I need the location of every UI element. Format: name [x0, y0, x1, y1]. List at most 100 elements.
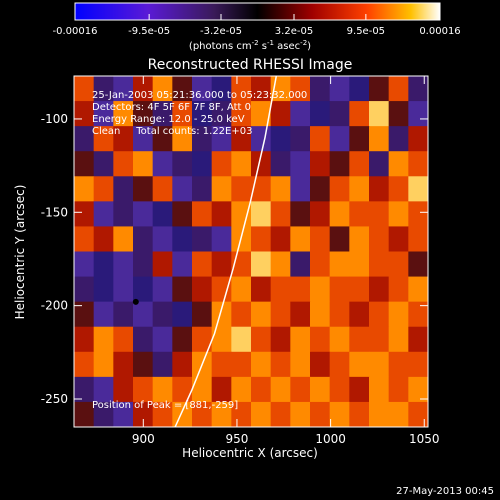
heatmap-cell — [152, 201, 173, 227]
heatmap-cell — [388, 401, 409, 427]
heatmap-cell — [290, 101, 311, 127]
heatmap-cell — [93, 226, 114, 252]
heatmap-cell — [152, 251, 173, 278]
heatmap-cell — [133, 151, 154, 177]
heatmap-cell — [329, 276, 350, 303]
heatmap-cell — [349, 151, 370, 177]
x-tick-label: 900 — [132, 432, 155, 446]
heatmap-cell — [251, 326, 272, 353]
heatmap-cell — [133, 226, 154, 252]
heatmap-cell — [369, 276, 390, 303]
annotation-time: 25-Jan-2003 05:21:36.000 to 05:23:32.000 — [92, 90, 307, 101]
heatmap-cell — [113, 126, 134, 152]
heatmap-cell — [251, 76, 272, 102]
heatmap-cell — [290, 151, 311, 177]
x-tick-label: 1050 — [409, 432, 440, 446]
heatmap-cell — [74, 76, 95, 102]
heatmap-cell — [192, 276, 213, 303]
heatmap-cell — [369, 251, 390, 278]
heatmap-cell — [93, 201, 114, 227]
heatmap-cell — [388, 301, 409, 328]
heatmap-cell — [113, 76, 134, 102]
heatmap-cell — [349, 326, 370, 353]
heatmap-cell — [74, 101, 95, 127]
heatmap-cell — [290, 351, 311, 378]
heatmap-cell — [290, 376, 311, 403]
heatmap-cell — [251, 401, 272, 427]
heatmap-cell — [310, 301, 331, 328]
heatmap-cell — [349, 201, 370, 227]
colorbar-tick-label: 3.2e-05 — [275, 26, 313, 37]
heatmap-cell — [74, 151, 95, 177]
heatmap-cell — [152, 151, 173, 177]
heatmap-cell — [93, 176, 114, 202]
annotation-counts: Clean Total counts: 1.22E+03 — [92, 126, 252, 137]
heatmap-cell — [93, 376, 114, 403]
heatmap-cell — [113, 176, 134, 202]
heatmap-cell — [329, 101, 350, 127]
y-tick-label: -150 — [41, 205, 68, 219]
heatmap-cell — [408, 251, 428, 278]
heatmap-cell — [408, 101, 428, 127]
heatmap-cell — [270, 326, 291, 353]
y-tick-label: -250 — [41, 392, 68, 406]
heatmap-cell — [270, 176, 291, 202]
heatmap-cell — [211, 151, 232, 177]
heatmap-cell — [93, 151, 114, 177]
heatmap-cell — [211, 276, 232, 303]
heatmap-cell — [270, 201, 291, 227]
solar-limb-curve — [174, 76, 278, 427]
heatmap-cell — [74, 301, 95, 328]
heatmap-cell — [172, 101, 193, 127]
heatmap-cell — [152, 376, 173, 403]
heatmap-cell — [93, 76, 114, 102]
heatmap-cell — [388, 251, 409, 278]
heatmap-cell — [369, 226, 390, 252]
heatmap-cell — [113, 151, 134, 177]
heatmap-cell — [133, 101, 154, 127]
heatmap — [74, 76, 428, 427]
heatmap-cell — [290, 251, 311, 278]
heatmap-cell — [192, 176, 213, 202]
heatmap-cell — [310, 176, 331, 202]
heatmap-cell — [388, 351, 409, 378]
heatmap-cell — [74, 176, 95, 202]
heatmap-cell — [172, 276, 193, 303]
heatmap-cell — [310, 101, 331, 127]
heatmap-cell — [113, 226, 134, 252]
heatmap-cell — [290, 301, 311, 328]
colorbar-tick-label: 0.00016 — [419, 26, 460, 37]
heatmap-cell — [74, 351, 95, 378]
heatmap-cell — [192, 151, 213, 177]
heatmap-cell — [231, 376, 252, 403]
y-axis-label: Heliocentric Y (arcsec) — [13, 185, 27, 320]
heatmap-cell — [172, 201, 193, 227]
colorbar-tick-label: -3.2e-05 — [200, 26, 242, 37]
heatmap-cell — [133, 351, 154, 378]
heatmap-cell — [93, 276, 114, 303]
heatmap-cell — [152, 101, 173, 127]
heatmap-cell — [290, 226, 311, 252]
heatmap-cell — [231, 351, 252, 378]
heatmap-cell — [329, 176, 350, 202]
colorbar — [74, 2, 441, 21]
heatmap-cell — [270, 351, 291, 378]
heatmap-cell — [133, 76, 154, 102]
heatmap-cell — [349, 301, 370, 328]
heatmap-cell — [349, 226, 370, 252]
heatmap-cell — [408, 151, 428, 177]
heatmap-cell — [133, 126, 154, 152]
footer-timestamp: 27-May-2013 00:45 — [396, 486, 494, 497]
heatmap-cell — [369, 301, 390, 328]
heatmap-cell — [310, 401, 331, 427]
heatmap-cell — [113, 201, 134, 227]
heatmap-cell — [211, 76, 232, 102]
heatmap-cell — [270, 126, 291, 152]
heatmap-cell — [74, 201, 95, 227]
heatmap-cell — [74, 401, 95, 427]
heatmap-cell — [211, 301, 232, 328]
heatmap-cell — [369, 401, 390, 427]
plot-frame — [73, 75, 429, 428]
heatmap-cell — [310, 376, 331, 403]
